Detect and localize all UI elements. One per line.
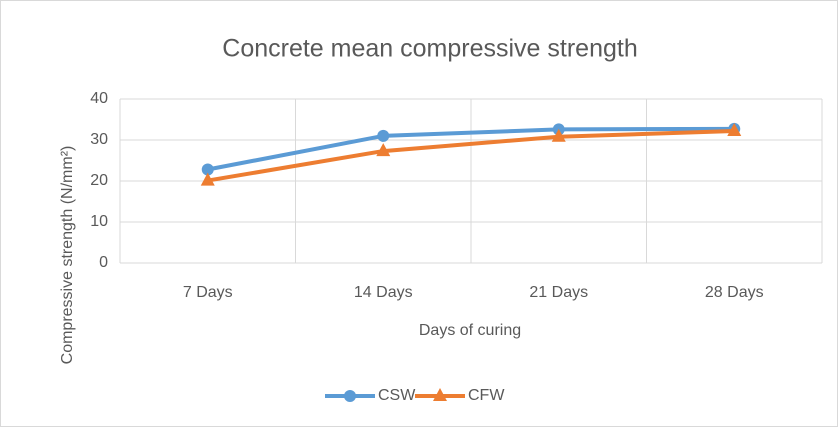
legend-label: CFW bbox=[468, 387, 505, 404]
y-tick-label: 40 bbox=[90, 90, 108, 107]
x-tick-label: 21 Days bbox=[529, 284, 588, 301]
marker bbox=[551, 128, 566, 142]
series-line bbox=[207, 128, 735, 183]
y-tick-label: 10 bbox=[90, 213, 108, 230]
x-axis-label: Days of curing bbox=[419, 322, 521, 339]
marker bbox=[201, 163, 214, 176]
legend-label: CSW bbox=[378, 387, 416, 404]
y-axis-label: Compressive strength (N/mm²) bbox=[59, 146, 76, 365]
marker bbox=[376, 143, 391, 157]
x-tick-label: 28 Days bbox=[705, 284, 764, 301]
marker bbox=[377, 129, 390, 142]
marker bbox=[200, 172, 215, 186]
marker bbox=[727, 122, 742, 136]
series-line bbox=[207, 126, 735, 172]
y-tick-label: 20 bbox=[90, 172, 108, 189]
marker bbox=[433, 388, 447, 401]
y-tick-label: 30 bbox=[90, 131, 108, 148]
chart-title: Concrete mean compressive strength bbox=[222, 35, 637, 63]
y-tick-label: 0 bbox=[99, 254, 108, 271]
x-tick-label: 7 Days bbox=[183, 284, 233, 301]
marker bbox=[344, 390, 356, 402]
x-tick-label: 14 Days bbox=[354, 284, 413, 301]
